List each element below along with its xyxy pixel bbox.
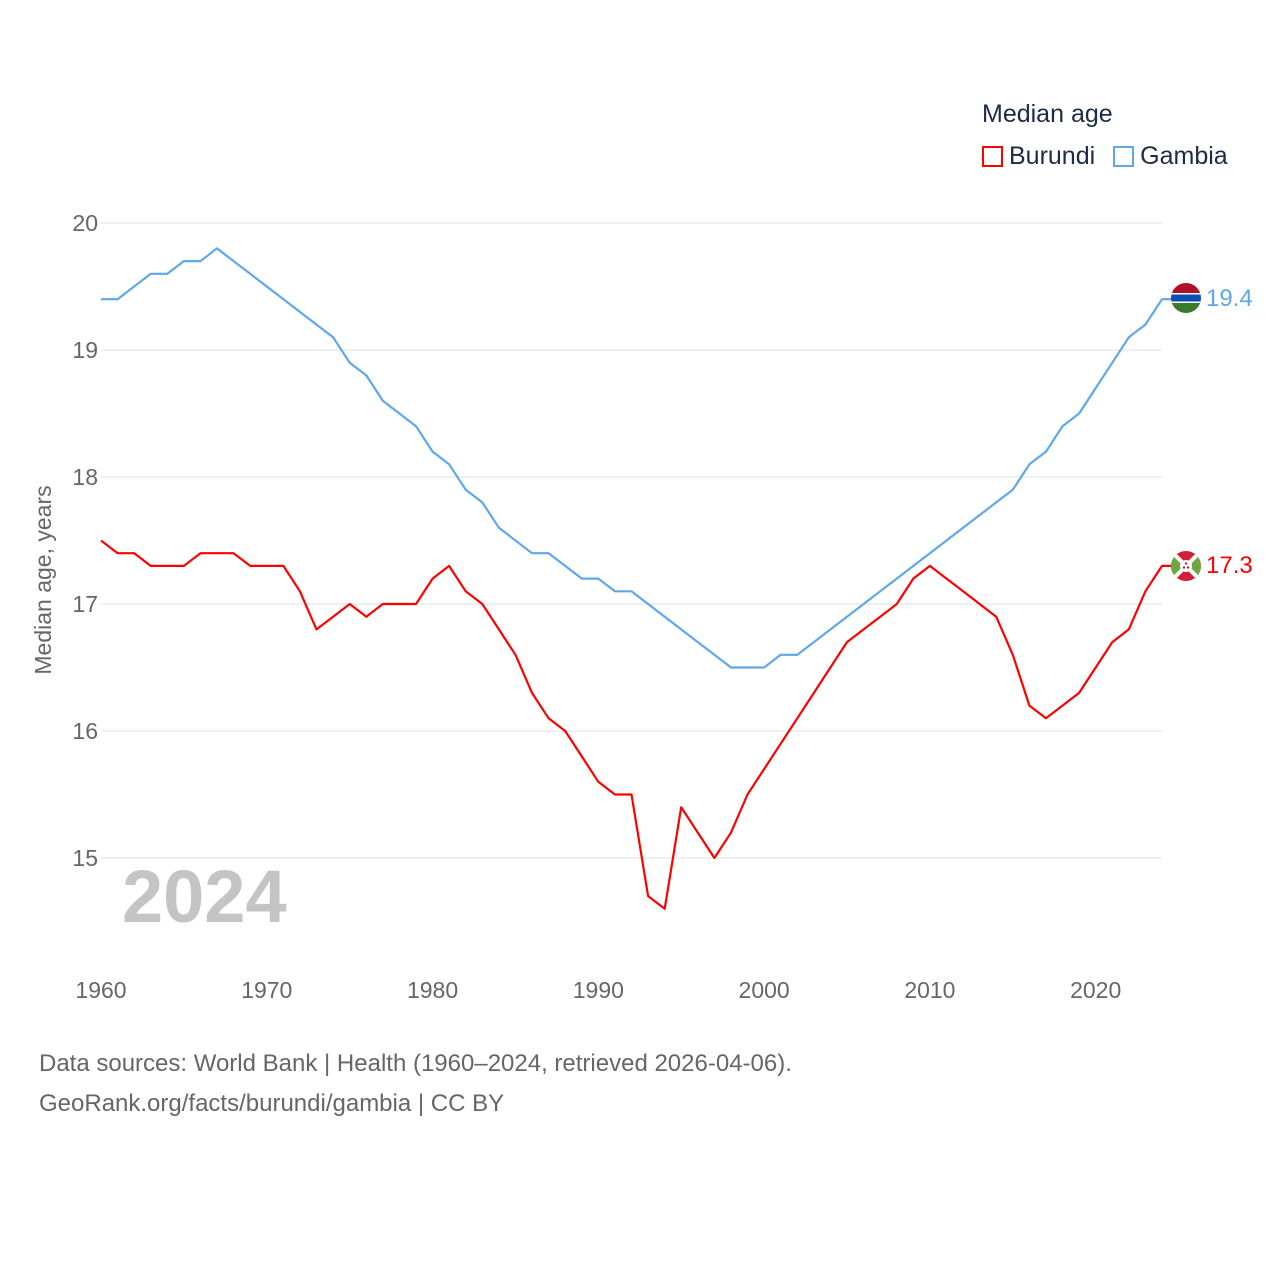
legend-item-gambia[interactable]: Gambia xyxy=(1113,142,1228,171)
burundi-flag-icon xyxy=(1171,551,1201,581)
legend-label-burundi: Burundi xyxy=(1009,142,1096,170)
x-tick-label: 2010 xyxy=(904,977,955,1003)
gambia-end-label: 19.4 xyxy=(1206,285,1253,312)
legend-item-burundi[interactable]: Burundi xyxy=(982,142,1095,171)
gambia-flag-icon xyxy=(1171,283,1201,313)
x-tick-label: 2020 xyxy=(1070,977,1121,1003)
source-line: Data sources: World Bank | Health (1960–… xyxy=(39,1050,792,1077)
x-tick-label: 1960 xyxy=(75,977,126,1003)
y-tick-label: 20 xyxy=(72,210,98,236)
credit-line[interactable]: GeoRank.org/facts/burundi/gambia | CC BY xyxy=(39,1090,505,1117)
x-tick-label: 1980 xyxy=(407,977,458,1003)
legend-swatch-gambia xyxy=(1113,146,1135,167)
x-tick-label: 2000 xyxy=(739,977,790,1003)
legend-swatch-burundi xyxy=(982,146,1003,167)
burundi-end-label: 17.3 xyxy=(1206,552,1253,579)
legend-title: Median age xyxy=(982,100,1113,128)
legend-label-gambia: Gambia xyxy=(1140,142,1228,170)
y-axis-label: Median age, years xyxy=(30,485,56,674)
x-tick-label: 1970 xyxy=(241,977,292,1003)
y-tick-label: 16 xyxy=(72,718,98,744)
year-watermark: 2024 xyxy=(122,855,287,938)
y-tick-label: 15 xyxy=(72,845,98,871)
y-tick-label: 17 xyxy=(72,591,98,617)
y-tick-label: 19 xyxy=(72,337,98,363)
legend: Burundi Gambia xyxy=(982,142,1228,171)
x-tick-label: 1990 xyxy=(573,977,624,1003)
y-tick-label: 18 xyxy=(72,464,98,490)
series-line-burundi[interactable] xyxy=(100,539,1172,910)
series-line-gambia[interactable] xyxy=(101,247,1172,669)
source-note: Data sources: World Bank | Health (1960–… xyxy=(39,1044,792,1124)
